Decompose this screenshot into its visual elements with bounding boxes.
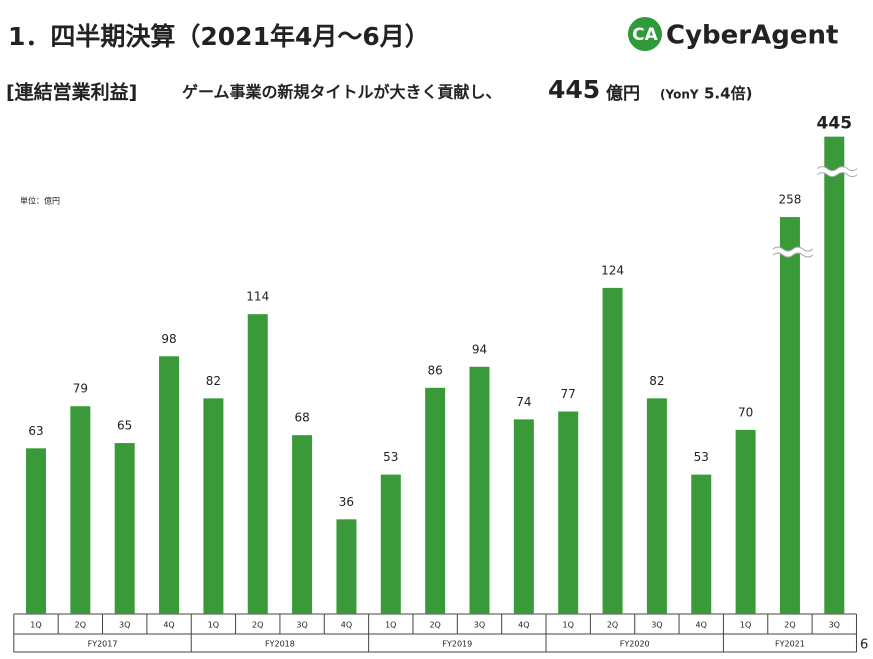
- logo-text: CyberAgent: [666, 21, 838, 51]
- x-tick-label: 1Q: [208, 621, 219, 630]
- group-label: FY2020: [620, 640, 650, 649]
- data-label: 94: [472, 342, 487, 356]
- subtitle-text: ゲーム事業の新規タイトルが大きく貢献し、: [182, 83, 502, 102]
- x-tick-label: 4Q: [341, 621, 352, 630]
- bar: [646, 398, 667, 614]
- x-tick-label: 2Q: [429, 621, 440, 630]
- x-tick-label: 3Q: [474, 621, 485, 630]
- x-tick-label: 3Q: [119, 621, 130, 630]
- subtitle-yoy: (YonY: [660, 88, 699, 102]
- plot: 1Q 63 2Q 79 3Q 65 4Q 98 FY2017 1Q 82 2Q 114 3Q 68 4Q 36 F…: [13, 114, 859, 653]
- data-label: 74: [516, 395, 531, 409]
- data-label: 124: [601, 263, 624, 277]
- group-label: FY2017: [88, 640, 118, 649]
- data-label: 445: [817, 114, 853, 134]
- bar: [336, 519, 357, 614]
- data-label: 258: [778, 193, 801, 207]
- x-tick-label: 1Q: [30, 621, 41, 630]
- group-label: FY2019: [442, 640, 472, 649]
- subtitle-amount: 445: [548, 75, 600, 104]
- x-tick-label: 2Q: [784, 621, 795, 630]
- data-label: 82: [206, 374, 221, 388]
- bar: [691, 474, 712, 614]
- bar: [26, 448, 46, 614]
- data-label: 65: [117, 419, 132, 433]
- axis-break-edge: [816, 166, 858, 178]
- group-label: FY2018: [265, 640, 295, 649]
- bar: [735, 429, 756, 614]
- data-label: 98: [161, 332, 176, 346]
- subtitle-bracket: [連結営業利益]: [6, 81, 137, 104]
- subtitle-unit: 億円: [606, 83, 640, 104]
- data-label: 86: [428, 363, 443, 377]
- bar: [779, 217, 800, 614]
- data-label: 36: [339, 495, 354, 509]
- data-label: 82: [649, 374, 664, 388]
- group-label: FY2021: [775, 640, 805, 649]
- logo-mark: CA: [632, 25, 658, 45]
- bar: [824, 136, 845, 614]
- axis-break-edge: [772, 246, 814, 258]
- data-label: 53: [383, 450, 398, 464]
- data-label: 114: [246, 290, 269, 304]
- slide-title: 1．四半期決算（2021年4月～6月）: [8, 22, 430, 51]
- x-tick-label: 1Q: [385, 621, 396, 630]
- data-label: 68: [294, 411, 309, 425]
- data-label: 77: [561, 387, 576, 401]
- x-tick-label: 4Q: [696, 621, 707, 630]
- x-tick-label: 4Q: [163, 621, 174, 630]
- subtitle-yoy-value: 5.4倍): [704, 85, 752, 103]
- bar: [380, 474, 401, 614]
- data-label: 53: [694, 450, 709, 464]
- unit-label: 単位：億円: [20, 196, 60, 206]
- bar: [558, 411, 579, 614]
- x-tick-label: 3Q: [651, 621, 662, 630]
- x-tick-label: 3Q: [296, 621, 307, 630]
- bar: [513, 419, 534, 614]
- bar: [203, 398, 224, 614]
- x-tick-label: 1Q: [740, 621, 751, 630]
- bar: [159, 356, 180, 614]
- x-tick-label: 2Q: [75, 621, 86, 630]
- x-tick-label: 2Q: [252, 621, 263, 630]
- page-number: 6: [860, 638, 868, 653]
- bar: [247, 314, 268, 614]
- x-tick-label: 1Q: [563, 621, 574, 630]
- logo-circle: [628, 17, 662, 51]
- x-tick-label: 2Q: [607, 621, 618, 630]
- axis-break: [771, 247, 815, 257]
- bar: [602, 287, 623, 614]
- logo: CA CyberAgent: [628, 17, 838, 51]
- bar: [425, 387, 446, 614]
- axis-break: [815, 167, 859, 177]
- data-label: 79: [73, 382, 88, 396]
- bar: [469, 366, 490, 614]
- bar: [292, 435, 313, 614]
- x-tick-label: 3Q: [829, 621, 840, 630]
- x-tick-label: 4Q: [518, 621, 529, 630]
- data-label: 63: [28, 424, 43, 438]
- bar: [114, 443, 135, 614]
- data-label: 70: [738, 405, 753, 419]
- bar: [70, 406, 91, 614]
